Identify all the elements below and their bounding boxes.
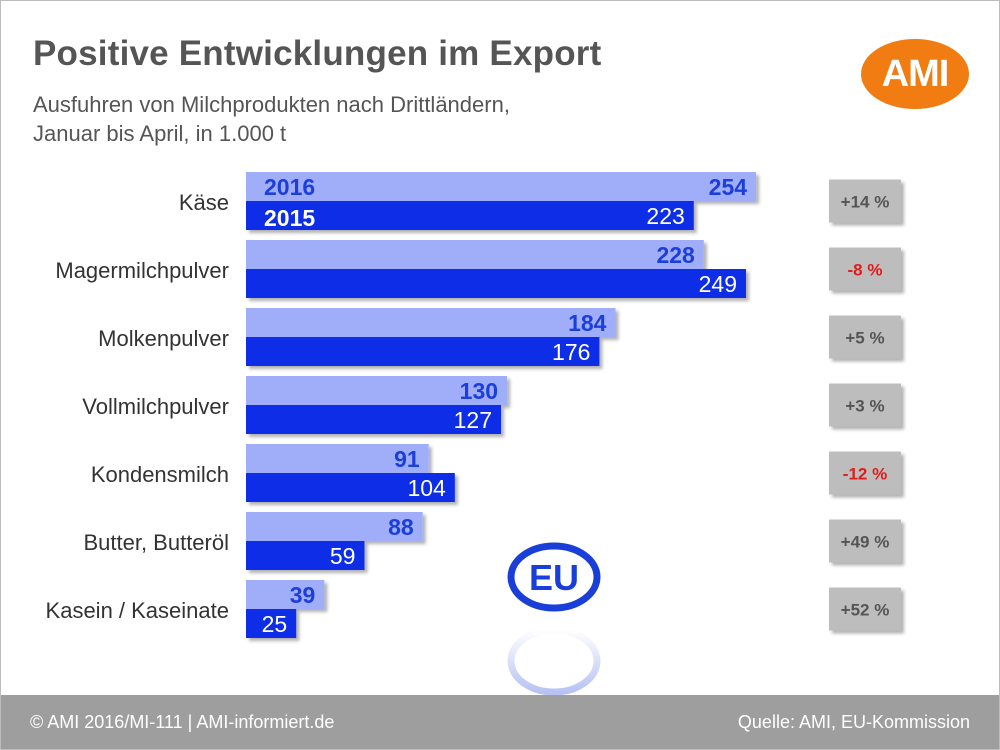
bar-chart: Käse 254 223 2016 2015 +14 % Magermilchpulver 2… [46, 172, 901, 695]
change-label: -8 % [848, 261, 883, 280]
bar-2015 [246, 201, 694, 230]
data-label-2015: 59 [330, 543, 356, 569]
bar-2015 [246, 405, 502, 434]
ami-logo: AMI [861, 39, 969, 109]
bar-2016 [246, 172, 757, 201]
change-label: -12 % [843, 465, 887, 484]
eu-badge-text: EU [529, 557, 579, 598]
subtitle-line-1: Ausfuhren von Milchprodukten nach Drittl… [33, 92, 510, 117]
data-label-2016: 88 [388, 514, 414, 540]
bar-2016 [246, 512, 423, 541]
ami-logo-text: AMI [881, 52, 950, 95]
category-label: Molkenpulver [98, 326, 229, 351]
data-label-2015: 127 [454, 407, 492, 433]
category-label: Butter, Butteröl [83, 530, 229, 555]
change-label: +3 % [845, 397, 884, 416]
data-label-2016: 39 [290, 582, 316, 608]
change-label: +14 % [841, 193, 890, 212]
eu-badge: EU [507, 542, 601, 695]
data-label-2016: 130 [460, 378, 498, 404]
footer-bar: © AMI 2016/MI-111 | AMI-informiert.de Qu… [1, 695, 999, 749]
change-box [829, 315, 901, 359]
category-label: Kasein / Kaseinate [46, 598, 229, 623]
category-label: Kondensmilch [91, 462, 229, 487]
data-label-2015: 25 [262, 611, 288, 637]
category-label: Vollmilchpulver [82, 394, 229, 419]
bar-2015 [246, 541, 365, 570]
change-box [829, 247, 901, 291]
change-box [829, 383, 901, 427]
data-label-2015: 104 [407, 475, 446, 501]
footer-copyright: © AMI 2016/MI-111 | AMI-informiert.de [30, 712, 335, 732]
bar-2016 [246, 240, 704, 269]
data-label-2016: 91 [394, 446, 420, 472]
chart-subtitle: Ausfuhren von Milchprodukten nach Drittl… [33, 90, 510, 148]
change-box [829, 451, 901, 495]
change-label: +52 % [841, 601, 890, 620]
bar-2015 [246, 337, 600, 366]
category-label: Käse [179, 190, 229, 215]
data-label-2016: 184 [568, 310, 607, 336]
bar-2015 [246, 473, 455, 502]
change-label: +5 % [845, 329, 884, 348]
data-label-2016: 254 [709, 174, 748, 200]
bar-2015 [246, 609, 297, 638]
change-box [829, 179, 901, 223]
legend-2016: 2016 [264, 174, 315, 200]
eu-badge-ring [507, 542, 601, 612]
bar-2015 [246, 269, 746, 298]
change-label: +49 % [841, 533, 890, 552]
bar-2016 [246, 376, 508, 405]
bar-2016 [246, 308, 616, 337]
data-label-2016: 228 [656, 242, 695, 268]
bar-2016 [246, 580, 325, 609]
eu-badge-reflection [507, 626, 601, 695]
footer-source: Quelle: AMI, EU-Kommission [737, 712, 970, 732]
chart-title: Positive Entwicklungen im Export [33, 34, 602, 73]
change-box [829, 519, 901, 563]
data-label-2015: 176 [552, 339, 590, 365]
change-box [829, 587, 901, 631]
data-label-2015: 223 [646, 203, 684, 229]
category-label: Magermilchpulver [55, 258, 229, 283]
subtitle-line-2: Januar bis April, in 1.000 t [33, 121, 287, 146]
legend-2015: 2015 [264, 205, 315, 231]
data-label-2015: 249 [699, 271, 737, 297]
bar-2016 [246, 444, 429, 473]
